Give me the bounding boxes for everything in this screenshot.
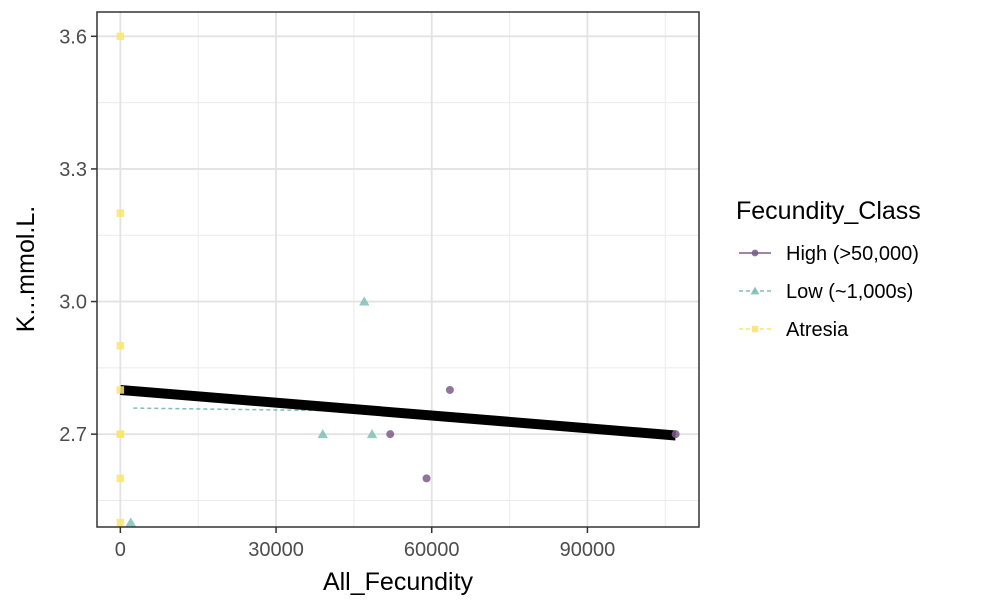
legend-item: High (>50,000): [739, 243, 919, 265]
data-point-circle: [445, 385, 454, 394]
legend-label: Low (~1,000s): [786, 281, 913, 303]
data-point-triangle: [317, 428, 328, 439]
data-point-circle: [422, 474, 431, 483]
legend-key-square-icon: [751, 325, 759, 333]
legend-item: Atresia: [739, 319, 849, 341]
data-point-triangle: [125, 517, 136, 527]
data-point-circle: [386, 430, 395, 439]
y-tick-label: 3.0: [59, 292, 87, 314]
data-point-triangle: [366, 428, 378, 439]
x-tick-label: 0: [115, 539, 126, 561]
data-point-square: [116, 430, 125, 438]
legend-item: Low (~1,000s): [739, 281, 913, 303]
data-point-circle: [671, 430, 680, 439]
data-point-square: [116, 386, 125, 394]
legend-key-triangle-icon: [750, 286, 760, 295]
legend-label: Atresia: [786, 319, 849, 341]
fit-lines: [119, 384, 677, 441]
y-axis-ticks: 2.7 3.0 3.3 3.6: [59, 26, 97, 446]
y-axis-title: K...mmol.L.: [12, 206, 40, 332]
legend-items: High (>50,000) Low (~1,000s) Atresia: [739, 243, 919, 341]
y-tick-label: 2.7: [59, 424, 87, 446]
x-tick-label: 30000: [248, 539, 304, 561]
data-point-square: [116, 209, 125, 217]
data-point-triangle: [359, 296, 370, 306]
data-point-square: [116, 518, 125, 527]
data-point-square: [116, 32, 125, 41]
y-tick-label: 3.6: [59, 26, 87, 48]
x-tick-label: 60000: [404, 539, 460, 561]
x-axis-title: All_Fecundity: [323, 568, 474, 596]
overall-fit-line: [119, 384, 677, 441]
data-point-square: [116, 342, 125, 350]
y-tick-label: 3.3: [59, 159, 87, 181]
data-point-square: [116, 474, 125, 483]
x-axis-ticks: 0 30000 60000 90000: [115, 527, 615, 561]
panel-border: [96, 11, 700, 528]
data-points: [116, 32, 680, 527]
legend-key-circle-icon: [751, 249, 759, 257]
legend: Fecundity_Class High (>50,000) Low (~1,00…: [736, 197, 921, 341]
legend-title: Fecundity_Class: [736, 197, 921, 225]
legend-label: High (>50,000): [786, 243, 919, 265]
grid-minor: [97, 12, 699, 527]
x-tick-label: 90000: [560, 539, 616, 561]
